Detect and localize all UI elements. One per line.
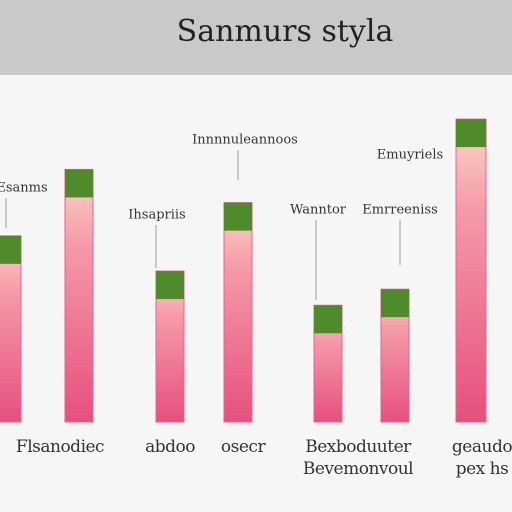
annotation: Emuyriels xyxy=(377,148,443,163)
x-tick-label: osecr xyxy=(220,437,266,457)
header-band xyxy=(0,0,512,75)
bar-cap xyxy=(381,289,409,318)
bar xyxy=(64,168,94,423)
annotation: Emrreeniss xyxy=(362,203,438,218)
x-tick-label: geaudo pex hs xyxy=(451,437,512,479)
chart-title: Sanmurs styla xyxy=(177,14,394,49)
annotation: Esanms xyxy=(0,181,48,196)
x-tick-label: Bexboduuter Bevemonvoul xyxy=(302,437,414,479)
bar-cap xyxy=(456,119,486,148)
annotation: Innnnuleannoos xyxy=(192,133,298,148)
x-tick-label: abdoo xyxy=(145,437,195,457)
bar-cap xyxy=(314,305,342,334)
bar-cap xyxy=(156,271,184,300)
annotation: Wanntor xyxy=(290,203,347,218)
bar xyxy=(223,202,253,423)
bar-cap xyxy=(0,235,21,264)
bar xyxy=(455,118,487,423)
x-tick-label: Flsanodiec xyxy=(15,437,105,457)
bar-cap xyxy=(224,202,252,231)
annotation: Ihsapriis xyxy=(128,208,185,223)
bar-cap xyxy=(65,169,93,198)
